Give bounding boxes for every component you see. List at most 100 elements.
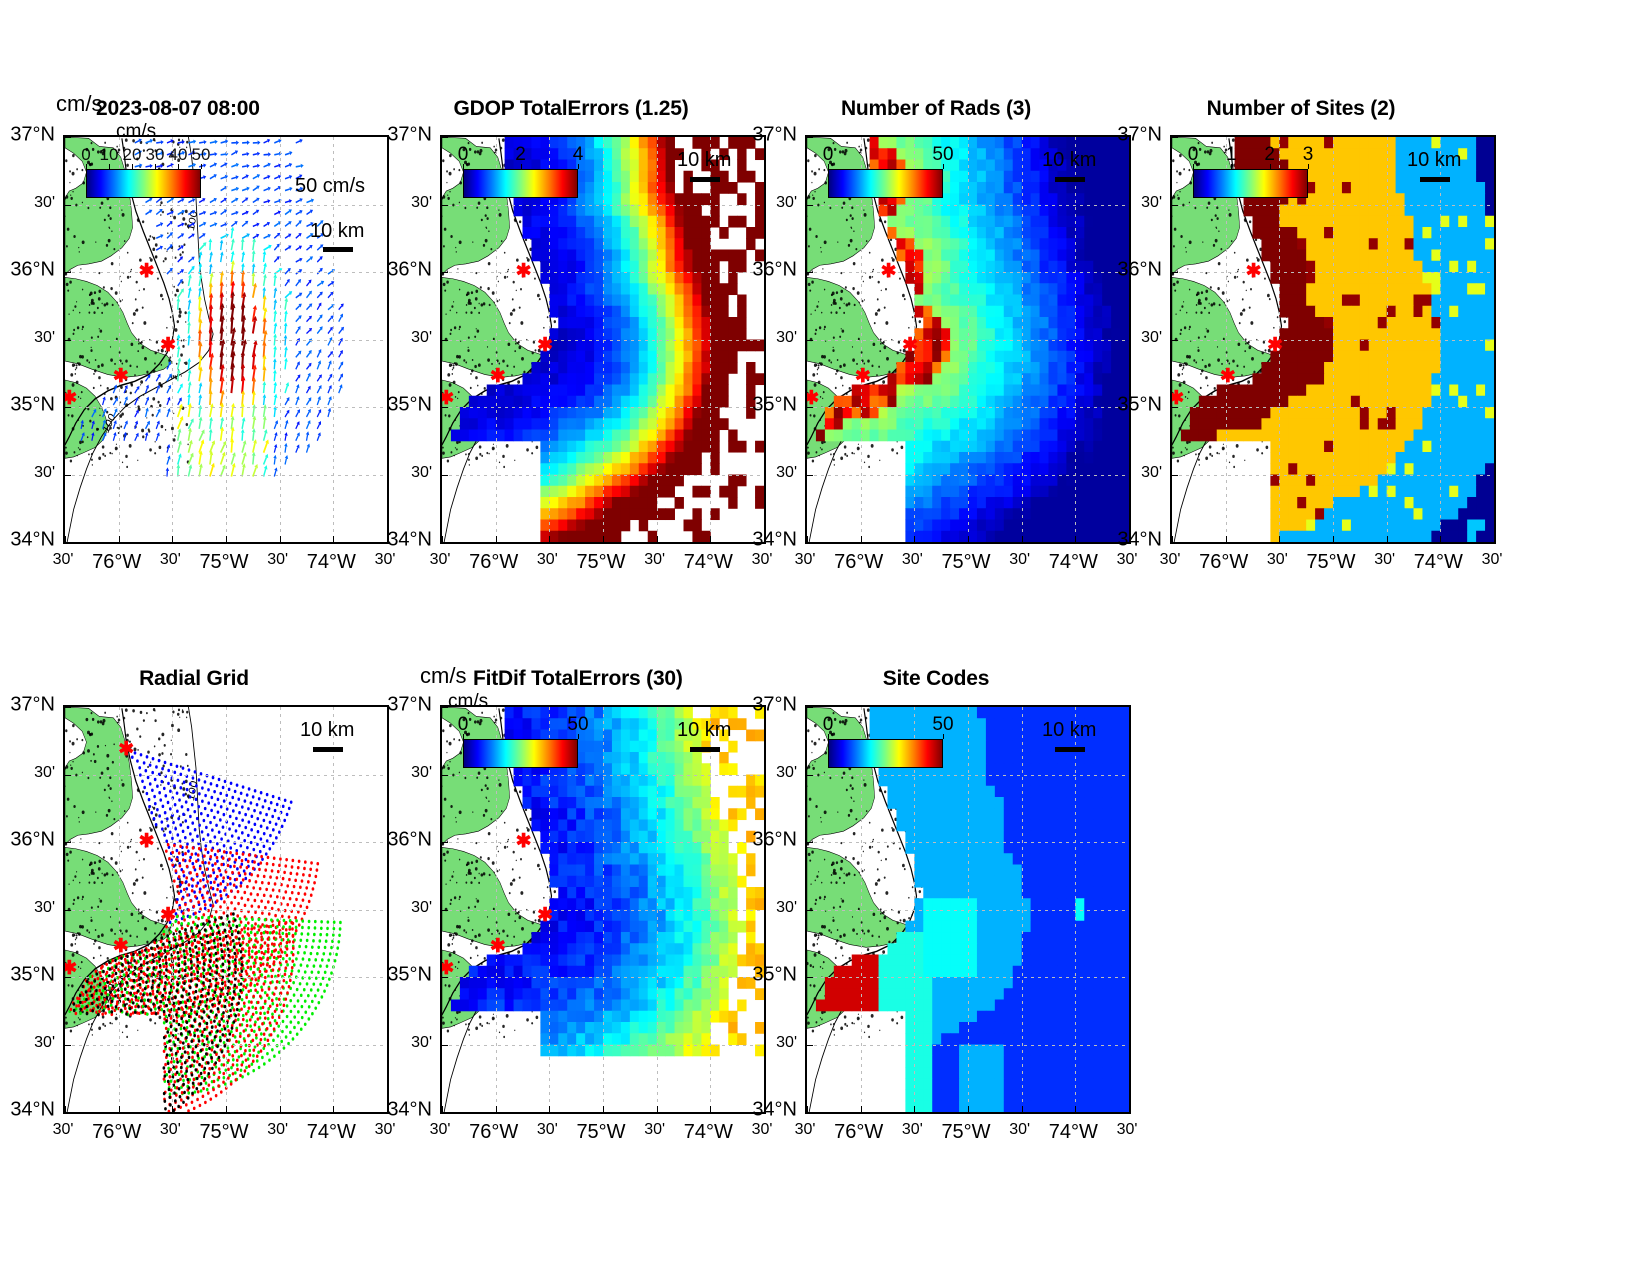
x-tick-label: 30' [1009,1121,1031,1138]
colorbar: 0 50 cm/s [448,691,589,768]
colorbar-tick-mark [132,164,133,169]
colorbar-tick-label: 20 [122,145,142,164]
x-tick-mark [65,1106,66,1112]
panel-title: Radial Grid [139,667,249,690]
x-tick-mark [1021,1106,1023,1112]
x-tick-label: 76°W [469,551,519,573]
y-tick-label: 37°N [752,123,797,146]
y-tick-mark [442,272,448,273]
y-tick-mark [65,272,71,273]
y-tick-label: 30' [1141,463,1162,481]
scale-bar-label: 10 km [1042,719,1097,741]
colorbar-tick-mark [578,164,579,169]
x-tick-label: 30' [429,551,451,568]
y-tick-label: 30' [411,763,432,781]
y-tick-label: 30' [34,898,55,916]
y-tick-mark [65,204,71,206]
grid-line-vertical [333,137,335,542]
x-tick-mark [603,536,604,542]
x-tick-label: 74°W [1048,551,1098,573]
panel-number-of-sites: Number of Sites (2)100100✱✱✱✱✱37°N30'36°… [1108,97,1502,602]
y-tick-mark [807,1044,813,1046]
reference-vector-label: 50 cm/s [295,175,366,197]
x-tick-mark [968,1106,969,1112]
x-tick-mark [1172,536,1173,542]
grid-line-horizontal [442,474,764,476]
colorbar-tick-mark [943,734,944,739]
y-tick-label: 35°N [387,393,432,416]
colorbar-tick-label: 10 [99,145,119,164]
y-tick-label: 30' [776,1033,797,1051]
x-tick-label: 30' [751,551,773,568]
colorbar-tick-mark [1308,164,1309,169]
panel-totals-vectors: 2023-08-07 08:00100100✱✱✱✱✱37°N30'36°N30… [1,91,395,602]
x-tick-label: 30' [1116,551,1138,568]
y-tick-mark [442,542,448,543]
x-tick-mark [549,536,551,542]
y-tick-mark [807,542,813,543]
y-tick-label: 34°N [387,1098,432,1121]
grid-line-horizontal [65,339,387,341]
x-tick-mark [1333,536,1334,542]
colorbar-tick-label: 3 [1302,144,1314,165]
x-tick-label: 30' [267,551,289,568]
x-tick-label: 74°W [683,1121,733,1143]
x-tick-label: 74°W [683,551,733,573]
y-tick-label: 30' [776,328,797,346]
x-tick-label: 30' [267,1121,289,1138]
colorbar-tick-label: 0 [1187,144,1199,165]
x-tick-label: 30' [536,551,558,568]
grid-line-horizontal [807,407,1129,408]
x-tick-label: 30' [1266,551,1288,568]
x-tick-label: 76°W [92,1121,142,1143]
colorbar-tick-label: 0 [81,145,91,164]
panel-title: Site Codes [882,667,990,690]
scale-bar [313,747,343,752]
scale-bar [1055,747,1085,752]
grid-line-horizontal [1172,339,1494,341]
y-tick-mark [65,474,71,476]
x-tick-mark [1440,536,1442,542]
colorbar-tick-mark [828,734,829,739]
x-tick-mark [65,536,66,542]
x-tick-label: 75°W [1306,551,1356,573]
colorbar-tick-mark [463,164,464,169]
data-raster [450,137,764,542]
y-tick-label: 30' [411,463,432,481]
y-tick-mark [1172,407,1178,408]
grid-line-vertical [656,707,658,1112]
colorbar-tick-mark [86,164,87,169]
y-tick-mark [442,204,448,206]
y-tick-mark [65,977,71,978]
y-tick-mark [65,774,71,776]
scale-bar [1055,177,1085,182]
y-tick-label: 37°N [387,123,432,146]
x-tick-mark [1386,536,1388,542]
y-tick-label: 37°N [10,123,55,146]
x-tick-label: 75°W [199,551,249,573]
y-tick-label: 37°N [752,693,797,716]
colorbar-tick-label: 30 [145,145,165,164]
y-tick-mark [807,474,813,476]
y-tick-mark [807,407,813,408]
y-tick-mark [807,1112,813,1113]
y-tick-mark [442,1112,448,1113]
colorbar-tick-label: 50 [932,714,954,735]
x-tick-label: 30' [374,1121,396,1138]
grid-line-horizontal [442,909,764,911]
y-tick-mark [442,977,448,978]
y-tick-mark [65,339,71,341]
scale-bar [690,747,720,752]
colorbar-tick-label: 1 [1226,144,1237,165]
colorbar-tick-mark [155,164,156,169]
x-tick-label: 75°W [576,551,626,573]
y-tick-label: 30' [411,328,432,346]
grid-line-horizontal [442,407,764,408]
x-tick-label: 30' [794,1121,816,1138]
colorbar: 0 10 20 30 40 50 cm/s [81,121,210,198]
data-raster [815,707,1129,1112]
grid-line-horizontal [807,474,1129,476]
grid-line-vertical [333,707,335,1112]
x-tick-mark [1129,1106,1130,1112]
colorbar-unit-label: cm/s [116,121,157,142]
